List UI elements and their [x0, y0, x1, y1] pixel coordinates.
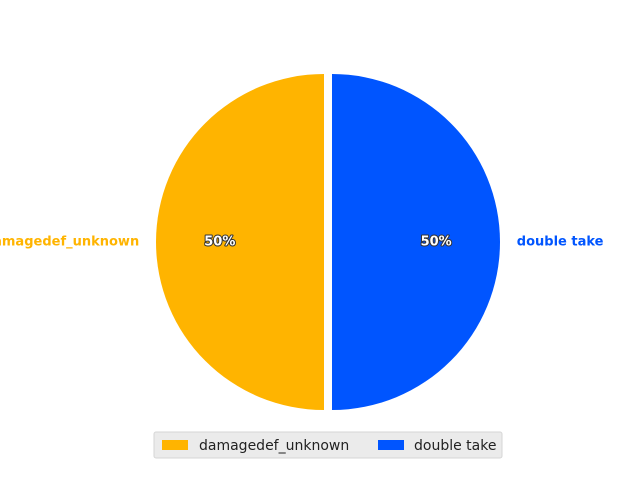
- legend-frame: [153, 431, 503, 459]
- pie-labels: 50% double take 50% damagedef_unknown: [0, 234, 604, 251]
- pie-slices: [156, 74, 500, 410]
- pie-slice-damagedef-unknown: [156, 74, 324, 410]
- legend-label-double-take: double take: [414, 438, 496, 454]
- legend-swatch-double-take: [378, 440, 404, 450]
- pie-outer-label-double-take: double take: [517, 235, 604, 250]
- legend: damagedef_unknown double take: [153, 431, 503, 459]
- pie-pct-label-double-take: 50%: [421, 235, 452, 250]
- pie-slice-double-take: [332, 74, 500, 410]
- pie-outer-label-damagedef-unknown: damagedef_unknown: [0, 235, 139, 250]
- legend-label-damagedef-unknown: damagedef_unknown: [199, 438, 349, 454]
- pie-pct-label-damagedef-unknown: 50%: [204, 235, 235, 250]
- legend-swatch-damagedef-unknown: [162, 440, 188, 450]
